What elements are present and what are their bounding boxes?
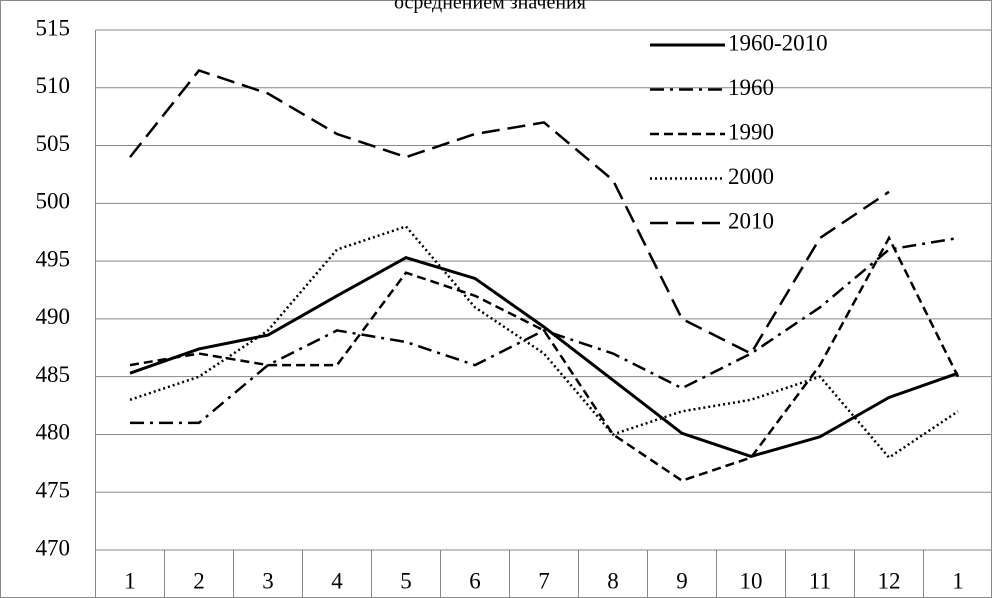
y-tick-label: 485 [36, 362, 71, 387]
y-tick-label: 470 [36, 535, 71, 560]
x-tick-label: 11 [809, 568, 831, 593]
y-tick-label: 475 [36, 478, 71, 503]
x-tick-label: 4 [331, 568, 343, 593]
x-tick-label: 3 [262, 568, 274, 593]
y-tick-label: 495 [36, 246, 71, 271]
series-line [129, 256, 959, 458]
legend-label: 1960 [728, 75, 774, 100]
y-tick-label: 505 [36, 131, 71, 156]
x-tick-label: 9 [676, 568, 688, 593]
legend-label: 2000 [728, 164, 774, 189]
x-tick-label: 6 [469, 568, 481, 593]
x-tick-label: 1 [952, 568, 964, 593]
x-tick-label: 8 [607, 568, 619, 593]
y-tick-label: 490 [36, 304, 71, 329]
series-line [129, 235, 960, 483]
x-tick-label: 12 [878, 568, 901, 593]
chart-title: осреднением значения [394, 0, 586, 14]
series-line [129, 224, 959, 460]
x-tick-label: 2 [193, 568, 205, 593]
series-line [129, 68, 890, 356]
series-line [130, 236, 959, 425]
x-tick-label: 5 [400, 568, 412, 593]
y-tick-label: 500 [36, 189, 71, 214]
x-tick-label: 1 [124, 568, 136, 593]
x-tick-label: 7 [538, 568, 550, 593]
legend-label: 2010 [728, 208, 774, 233]
x-tick-label: 10 [740, 568, 763, 593]
y-tick-label: 480 [36, 420, 71, 445]
y-tick-label: 515 [36, 15, 71, 40]
legend-label: 1960-2010 [728, 30, 828, 55]
y-tick-label: 510 [36, 73, 71, 98]
legend-label: 1990 [728, 119, 774, 144]
